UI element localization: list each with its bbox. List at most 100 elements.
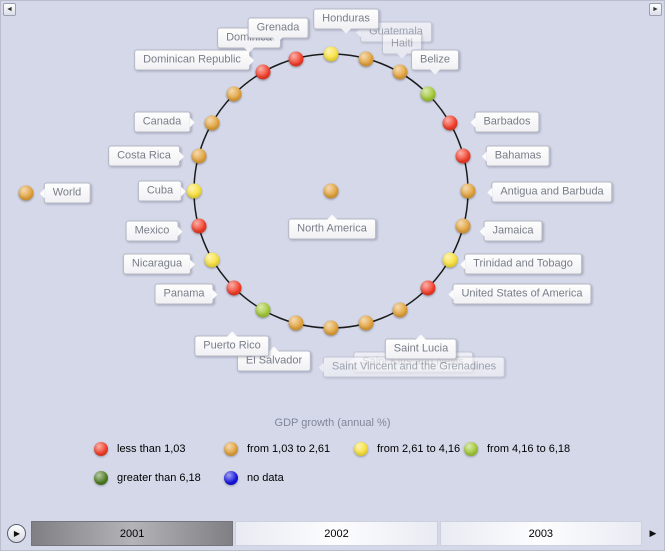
- node-dot-mexico[interactable]: [191, 218, 207, 234]
- label-pointer: [340, 28, 351, 39]
- node-label-bahamas[interactable]: Bahamas: [481, 145, 551, 167]
- node-dot-trinidad-and-tobago[interactable]: [442, 252, 458, 267]
- node-dot-jamaica[interactable]: [455, 218, 471, 234]
- year-segment-2003[interactable]: 2003: [439, 521, 642, 546]
- node-label-united-states-of-america[interactable]: United States of America: [448, 283, 592, 305]
- label-pointer: [177, 226, 187, 236]
- legend-label: greater than 6,18: [117, 472, 201, 484]
- legend-label: from 4,16 to 6,18: [487, 443, 571, 455]
- label-pointer: [314, 362, 324, 372]
- node-dot-grenada[interactable]: [288, 51, 304, 67]
- node-dot-canada[interactable]: [204, 115, 220, 130]
- legend-swatch: [224, 442, 238, 456]
- timeline-next-button[interactable]: ▶: [644, 521, 662, 546]
- label-pointer: [443, 289, 454, 299]
- pan-left-button[interactable]: ◄: [3, 3, 16, 16]
- node-label-dominican-republic[interactable]: Dominican Republic: [134, 49, 254, 71]
- label-pointer: [190, 259, 200, 269]
- node-dot-north-america[interactable]: [323, 183, 339, 199]
- node-dot-nicaragua[interactable]: [204, 252, 220, 267]
- play-button[interactable]: ▶: [3, 521, 29, 546]
- legend-row: greater than 6,18 no data: [94, 471, 664, 485]
- label-pointer: [243, 47, 254, 58]
- node-dot-dominican-republic[interactable]: [226, 86, 242, 102]
- label-pointer: [212, 289, 222, 299]
- year-segment-2002[interactable]: 2002: [235, 521, 438, 546]
- node-label-mexico[interactable]: Mexico: [125, 220, 183, 242]
- legend-swatch: [94, 442, 108, 456]
- node-label-antigua-and-barbuda[interactable]: Antigua and Barbuda: [487, 181, 613, 203]
- node-dot-barbados[interactable]: [442, 115, 458, 130]
- node-label-cuba[interactable]: Cuba: [137, 180, 187, 202]
- node-label-puerto-rico[interactable]: Puerto Rico: [194, 331, 270, 357]
- legend-swatch: [94, 471, 108, 485]
- node-label-saint-lucia[interactable]: Saint Lucia: [384, 334, 458, 360]
- node-dot-united-states-of-america[interactable]: [420, 280, 436, 296]
- label-pointer: [455, 259, 466, 269]
- label-pointer: [181, 186, 191, 196]
- legend-item-less-than-1-03: less than 1,03: [94, 442, 222, 456]
- legend-label: from 2,61 to 4,16: [377, 443, 461, 455]
- legend-swatch: [464, 442, 478, 456]
- pan-left-icon: ◄: [6, 6, 13, 13]
- node-dot-panama[interactable]: [226, 280, 242, 296]
- node-dot-honduras[interactable]: [323, 46, 339, 62]
- legend-row: less than 1,03 from 1,03 to 2,61 from 2,61…: [94, 442, 664, 456]
- node-dot-el-salvador[interactable]: [288, 315, 304, 331]
- legend-label: from 1,03 to 2,61: [247, 443, 331, 455]
- legend-rows: less than 1,03 from 1,03 to 2,61 from 2,61…: [1, 442, 664, 485]
- node-dot-haiti[interactable]: [392, 64, 407, 80]
- node-label-nicaragua[interactable]: Nicaragua: [122, 253, 196, 275]
- node-dot-costa-rica[interactable]: [191, 148, 207, 164]
- node-dot-saint-kitts-and-nevis[interactable]: [358, 315, 374, 331]
- legend-item-from-4-16-to-6-18: from 4,16 to 6,18: [464, 442, 592, 456]
- label-pointer: [416, 330, 426, 340]
- node-label-panama[interactable]: Panama: [154, 283, 218, 305]
- label-pointer: [465, 117, 476, 127]
- next-year-icon: ▶: [649, 528, 657, 538]
- node-dot-cuba[interactable]: [186, 183, 202, 199]
- label-pointer: [475, 226, 485, 236]
- label-pointer: [477, 151, 487, 161]
- label-pointer: [268, 342, 279, 352]
- node-dot-saint-lucia[interactable]: [392, 302, 407, 318]
- label-pointer: [273, 37, 283, 48]
- legend-title: GDP growth (annual %): [274, 417, 391, 429]
- node-label-costa-rica[interactable]: Costa Rica: [108, 145, 184, 167]
- node-label-trinidad-and-tobago[interactable]: Trinidad and Tobago: [460, 253, 582, 275]
- node-dot-dominica[interactable]: [255, 64, 270, 80]
- node-dot-puerto-rico[interactable]: [255, 302, 270, 318]
- node-dot-antigua-and-barbuda[interactable]: [460, 183, 476, 199]
- node-label-saint-vincent-and-the-grenadines[interactable]: Saint Vincent and the Grenadines: [318, 356, 506, 378]
- node-label-grenada[interactable]: Grenada: [247, 17, 309, 43]
- label-pointer: [178, 151, 189, 161]
- legend-item-from-1-03-to-2-61: from 1,03 to 2,61: [224, 442, 352, 456]
- node-label-jamaica[interactable]: Jamaica: [479, 220, 543, 242]
- label-pointer: [482, 187, 493, 197]
- legend-swatch: [224, 471, 238, 485]
- label-pointer: [326, 210, 337, 220]
- node-dot-guatemala[interactable]: [358, 51, 374, 67]
- node-label-north-america[interactable]: North America: [288, 214, 376, 240]
- pan-right-button[interactable]: ►: [649, 3, 662, 16]
- chart-area: Honduras Guatemala Haiti Belize Barbados Baha…: [1, 1, 664, 406]
- year-segment-2001[interactable]: 2001: [31, 521, 234, 546]
- label-pointer: [226, 327, 237, 337]
- node-dot-saint-vincent-and-the-grenadines[interactable]: [323, 320, 339, 336]
- node-label-barbados[interactable]: Barbados: [470, 111, 540, 133]
- node-label-canada[interactable]: Canada: [133, 111, 195, 133]
- node-dot-world[interactable]: [18, 185, 34, 201]
- node-label-belize[interactable]: Belize: [411, 49, 459, 75]
- node-label-world[interactable]: World: [39, 182, 91, 204]
- play-icon: ▶: [6, 524, 26, 543]
- node-dot-belize[interactable]: [420, 86, 436, 102]
- timeline-years: 2001 2002 2003: [31, 521, 642, 546]
- node-dot-bahamas[interactable]: [455, 148, 471, 164]
- node-label-haiti[interactable]: Haiti: [381, 33, 423, 59]
- legend-swatch: [354, 442, 368, 456]
- legend-item-greater-than-6-18: greater than 6,18: [94, 471, 222, 485]
- node-label-honduras[interactable]: Honduras: [313, 8, 379, 34]
- label-pointer: [396, 53, 407, 64]
- legend-label: no data: [247, 472, 284, 484]
- label-pointer: [351, 27, 362, 37]
